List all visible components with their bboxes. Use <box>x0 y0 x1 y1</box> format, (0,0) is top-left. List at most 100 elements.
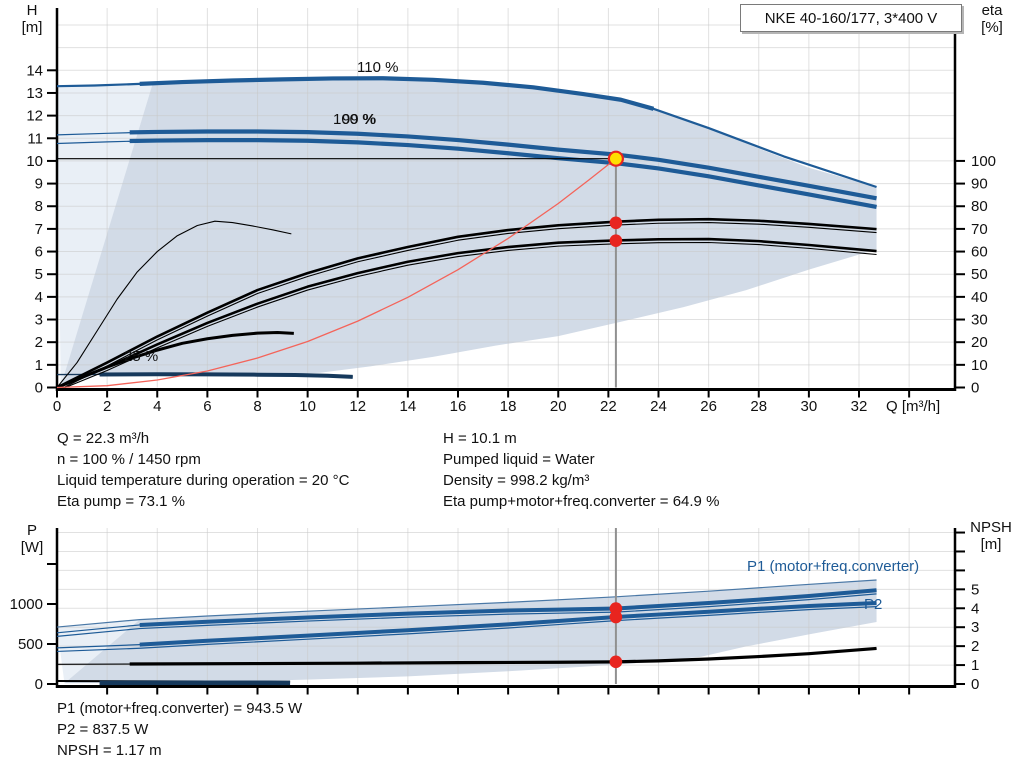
tick-label: 110 % <box>357 59 398 76</box>
tick-label: 1 <box>35 357 43 374</box>
tick-label: P1 (motor+freq.converter) <box>747 558 919 575</box>
tick-label: 22 <box>600 398 617 415</box>
tick-label: 0 <box>35 676 43 693</box>
tick-label: 0 <box>35 380 43 397</box>
info-liquid-temp: Liquid temperature during operation = 20… <box>57 472 350 489</box>
tick-label: Q [m³/h] <box>886 398 940 415</box>
tick-label: 10 <box>299 398 316 415</box>
tick-label: 10 <box>971 357 988 374</box>
tick-label: 40 <box>971 289 988 306</box>
info-q: Q = 22.3 m³/h <box>57 430 150 447</box>
eta-axis-label: eta [%] <box>981 2 1003 36</box>
tick-label: 14 <box>26 62 43 79</box>
tick-label: 3 <box>35 312 43 329</box>
tick-label: 1000 <box>10 596 43 613</box>
qh-curve-eta-25pct <box>56 220 292 388</box>
info-eta-total: Eta pump+motor+freq.converter = 64.9 % <box>443 493 720 510</box>
qh-eta-pump-point <box>609 216 623 230</box>
tick-label: 3 <box>971 619 979 636</box>
qh-system-curve <box>56 158 617 389</box>
info-p1: P1 (motor+freq.converter) = 943.5 W <box>57 700 303 717</box>
tick-label: 7 <box>35 221 43 238</box>
info-h: H = 10.1 m <box>443 430 517 447</box>
power-envelope-main <box>64 580 877 684</box>
tick-label: 9 <box>35 176 43 193</box>
tick-label: 14 <box>400 398 417 415</box>
tick-label: 5 <box>971 581 979 598</box>
qh-curve-eta-pump-99 <box>56 222 877 392</box>
power-curve-p2-99 <box>56 606 877 653</box>
tick-label: 2 <box>103 398 111 415</box>
power-npsh-point <box>609 655 623 669</box>
tick-label: 4 <box>35 289 43 306</box>
qh-curve-eta-total-99 <box>56 241 877 392</box>
tick-label: 13 <box>26 85 43 102</box>
tick-label: 50 <box>971 266 988 283</box>
qh-curve-eta-pump <box>56 217 877 389</box>
tick-label: 10 <box>26 153 43 170</box>
info-density: Density = 998.2 kg/m³ <box>443 472 590 489</box>
tick-label: 5 <box>35 266 43 283</box>
tick-label: 0 <box>53 398 61 415</box>
power-envelope-light <box>57 619 140 684</box>
tick-label: 60 <box>971 244 988 261</box>
power-p2-point <box>609 610 623 624</box>
tick-label: 25 % <box>124 348 158 365</box>
tick-label: 100 <box>971 153 996 170</box>
tick-label: 20 <box>971 334 988 351</box>
tick-label: 12 <box>349 398 366 415</box>
info-eta-pump: Eta pump = 73.1 % <box>57 493 185 510</box>
qh-curve-110pct-thick <box>139 76 655 111</box>
tick-label: 8 <box>35 198 43 215</box>
tick-label: P2 <box>864 596 882 613</box>
tick-label: 90 <box>971 176 988 193</box>
duty-info-left: Q = 22.3 m³/h n = 100 % / 1450 rpm Liqui… <box>57 428 349 512</box>
tick-label: 6 <box>35 244 43 261</box>
duty-info-right: H = 10.1 m Pumped liquid = Water Density… <box>443 428 719 512</box>
tick-label: 0 <box>971 380 979 397</box>
power-info: P1 (motor+freq.converter) = 943.5 W P2 =… <box>57 698 302 761</box>
qh-curve-qh-25pct-thick <box>99 372 353 379</box>
npsh-axis-label: NPSH [m] <box>970 519 1012 553</box>
pump-title: NKE 40-160/177, 3*400 V <box>764 9 938 27</box>
h-axis-label: H [m] <box>21 2 43 36</box>
qh-curve-eta-total <box>56 237 877 389</box>
tick-label: 30 <box>801 398 818 415</box>
tick-label: 32 <box>851 398 868 415</box>
tick-label: 2 <box>35 334 43 351</box>
tick-label: 99 % <box>342 111 376 128</box>
power-envelope-top-edge <box>56 579 877 628</box>
qh-operating-point <box>607 150 625 167</box>
tick-label: 2 <box>971 638 979 655</box>
qh-curve-100pct-thick <box>129 129 877 201</box>
tick-label: 8 <box>253 398 261 415</box>
tick-label: 11 <box>27 130 43 147</box>
tick-label: 28 <box>750 398 767 415</box>
info-npsh: NPSH = 1.17 m <box>57 742 162 759</box>
tick-label: 30 <box>971 312 988 329</box>
tick-label: 16 <box>450 398 467 415</box>
info-p2: P2 = 837.5 W <box>57 721 149 738</box>
p-axis-label: P [W] <box>20 522 44 556</box>
qh-chart: 0123456789101112131401020304050607080901… <box>26 8 996 415</box>
tick-label: 20 <box>550 398 567 415</box>
power-chart: 0 500 1000 0 1 2 3 4 5 P1 (motor+freq.converter) P… <box>10 528 979 695</box>
tick-label: 4 <box>153 398 161 415</box>
pump-title-box: NKE 40-160/177, 3*400 V <box>740 4 962 32</box>
info-n: n = 100 % / 1450 rpm <box>57 451 201 468</box>
tick-label: 80 <box>971 198 988 215</box>
qh-curve-99pct-thick <box>129 137 877 209</box>
tick-label: 70 <box>971 221 988 238</box>
info-pumped-liquid: Pumped liquid = Water <box>443 451 595 468</box>
tick-label: 24 <box>650 398 667 415</box>
tick-label: 0 <box>971 676 979 693</box>
tick-label: 500 <box>18 636 43 653</box>
tick-label: 1 <box>971 657 979 674</box>
tick-label: 26 <box>700 398 717 415</box>
power-curve-p1-thick <box>139 588 877 627</box>
qh-envelope-main <box>60 78 877 387</box>
tick-label: 4 <box>971 600 979 617</box>
power-curve-p1-99 <box>56 593 877 637</box>
